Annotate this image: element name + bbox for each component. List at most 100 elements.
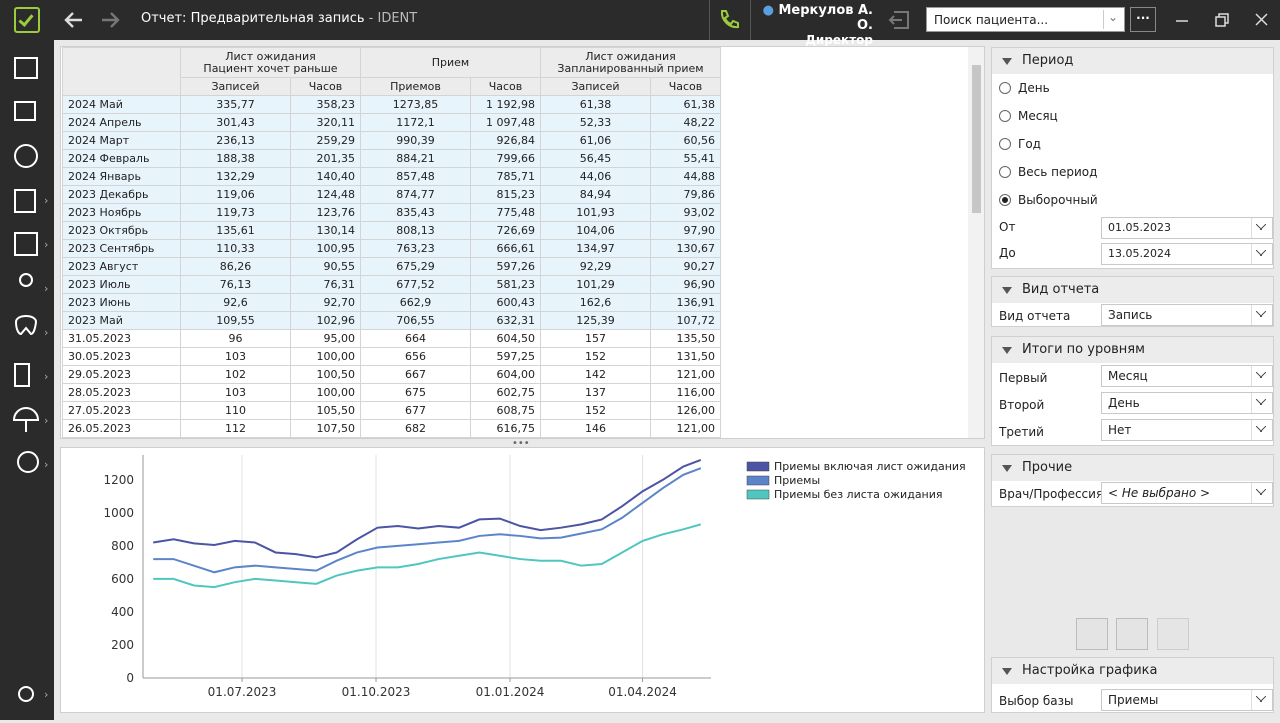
series-line — [153, 459, 702, 559]
schedule-icon[interactable] — [14, 57, 38, 79]
sub-header: Записей — [180, 77, 291, 96]
cell: 107,72 — [650, 311, 721, 330]
patients-icon[interactable] — [19, 273, 33, 287]
search-box[interactable]: Поиск пациента... ⌄ — [926, 7, 1125, 32]
cell: 632,31 — [470, 311, 541, 330]
phone-icon[interactable] — [718, 8, 740, 30]
radio — [999, 110, 1011, 122]
logout-icon[interactable] — [888, 9, 912, 31]
insurance-icon[interactable] — [12, 407, 40, 432]
svg-text:›: › — [44, 194, 48, 207]
table-row: 30.05.2023 103 100,00 656 597,25 152 131,50 — [62, 347, 721, 366]
finance-icon[interactable] — [14, 144, 38, 168]
nav — [64, 12, 120, 28]
cell: 61,38 — [540, 95, 651, 114]
cell: 110 — [180, 401, 291, 420]
cell: 119,73 — [180, 203, 291, 222]
docs-icon[interactable] — [14, 189, 36, 213]
apply-filter[interactable] — [1076, 618, 1108, 650]
cell: 666,61 — [470, 239, 541, 258]
cell: 926,84 — [470, 131, 541, 150]
series-line — [153, 523, 702, 589]
from-date[interactable]: 01.05.2023 — [1101, 217, 1273, 239]
cell: 119,06 — [180, 185, 291, 204]
splitter[interactable]: ••• — [512, 438, 530, 449]
more-button[interactable]: ··· — [1130, 7, 1156, 32]
sub-header: Часов — [650, 77, 721, 96]
x-tick-label: 01.07.2023 — [208, 685, 277, 699]
payments-icon[interactable] — [17, 451, 39, 473]
cell: 597,26 — [470, 257, 541, 276]
cell: 662,9 — [360, 293, 471, 312]
report-section: Вид отчета Вид отчета Запись — [991, 276, 1274, 327]
dropdown[interactable]: Нет — [1101, 419, 1273, 441]
levels-section: Итоги по уровням Первый Месяц Второй День Тр… — [991, 336, 1274, 446]
user[interactable]: ● Меркулов А. О. Директор — [762, 3, 873, 47]
cell: 110,33 — [180, 239, 291, 258]
settings-icon[interactable] — [18, 686, 34, 702]
cell: 121,00 — [650, 365, 721, 384]
table-row: 2024 Февраль 188,38 201,35 884,21 799,66 56,4… — [62, 149, 721, 168]
header-line: Лист ожидания — [585, 49, 676, 63]
clear-filter[interactable] — [1157, 618, 1189, 650]
row-label: 2024 Май — [62, 95, 181, 114]
cell: 56,45 — [540, 149, 651, 168]
cell: 90,55 — [290, 257, 361, 276]
data-table: Лист ожидания Пациент хочет раньше Прием Ли… — [62, 47, 721, 438]
restore[interactable] — [1215, 13, 1229, 27]
reports-icon[interactable] — [14, 232, 38, 256]
svg-text:›: › — [44, 370, 48, 383]
table-panel: Лист ожидания Пациент хочет раньше Прием Ли… — [60, 46, 985, 439]
table-row: 2023 Июль 76,13 76,31 677,52 581,23 101,29 96,… — [62, 275, 721, 294]
table-row: 2023 Август 86,26 90,55 675,29 597,26 92,29 90… — [62, 257, 721, 276]
cell: 726,69 — [470, 221, 541, 240]
cell: 682 — [360, 419, 471, 438]
cell: 1 192,98 — [470, 95, 541, 114]
table-row: 29.05.2023 102 100,50 667 604,00 142 121,00 — [62, 365, 721, 384]
cell: 95,00 — [290, 329, 361, 348]
dropdown[interactable]: < Не выбрано > — [1101, 482, 1273, 504]
cell: 236,13 — [180, 131, 291, 150]
field-label: Врач/Профессия — [999, 487, 1104, 501]
cell: 358,23 — [290, 95, 361, 114]
dropdown[interactable]: Запись — [1101, 304, 1273, 326]
cell: 335,77 — [180, 95, 291, 114]
cell: 799,66 — [470, 149, 541, 168]
cell: 96,90 — [650, 275, 721, 294]
remove-filter[interactable] — [1116, 618, 1148, 650]
logo[interactable] — [14, 7, 40, 33]
x-tick-label: 01.04.2024 — [608, 685, 677, 699]
tooth-icon[interactable] — [14, 315, 38, 336]
legend-swatch — [746, 461, 770, 472]
to-date[interactable]: 13.05.2024 — [1101, 243, 1273, 265]
cell: 84,94 — [540, 185, 651, 204]
x-tick-label: 01.10.2023 — [342, 685, 411, 699]
journal-icon[interactable] — [14, 101, 36, 121]
y-tick-label: 600 — [111, 572, 134, 586]
chart-settings-section: Настройка графика Выбор базы Приемы — [991, 657, 1274, 713]
cell: 146 — [540, 419, 651, 438]
cell: 677,52 — [360, 275, 471, 294]
dropdown[interactable]: Месяц — [1101, 365, 1273, 387]
cell: 706,55 — [360, 311, 471, 330]
lab-icon[interactable] — [14, 363, 30, 387]
cell: 135,61 — [180, 221, 291, 240]
dropdown[interactable]: Приемы — [1101, 689, 1273, 711]
cell: 79,86 — [650, 185, 721, 204]
close[interactable] — [1255, 13, 1268, 26]
table-row: 31.05.2023 96 95,00 664 604,50 157 135,50 — [62, 329, 721, 348]
cell: 597,25 — [470, 347, 541, 366]
cell: 675 — [360, 383, 471, 402]
field-label: Выбор базы — [999, 694, 1074, 708]
dropdown[interactable]: День — [1101, 392, 1273, 414]
cell: 61,38 — [650, 95, 721, 114]
from-label: От — [999, 220, 1016, 234]
sub-header: Приемов — [360, 77, 471, 96]
scrollbar[interactable] — [968, 47, 984, 438]
forward-button[interactable] — [102, 12, 120, 28]
cell: 60,56 — [650, 131, 721, 150]
y-tick-label: 1200 — [103, 473, 134, 487]
cell: 55,41 — [650, 149, 721, 168]
back-button[interactable] — [64, 12, 82, 28]
legend-swatch — [746, 489, 770, 500]
